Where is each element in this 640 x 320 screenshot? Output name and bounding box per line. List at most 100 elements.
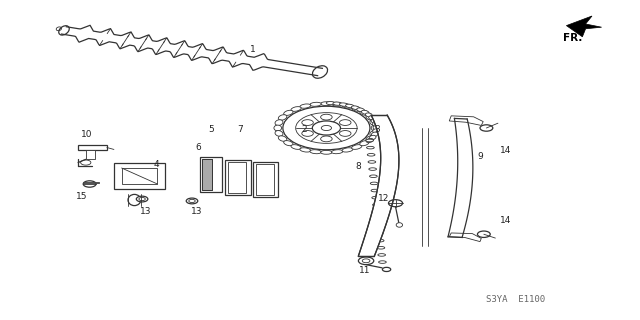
Ellipse shape bbox=[372, 129, 379, 133]
Ellipse shape bbox=[360, 110, 369, 116]
Ellipse shape bbox=[284, 140, 293, 146]
Polygon shape bbox=[449, 116, 483, 125]
Bar bbox=[200, 157, 222, 192]
Ellipse shape bbox=[275, 131, 283, 136]
Circle shape bbox=[312, 121, 340, 135]
Ellipse shape bbox=[367, 146, 374, 149]
Ellipse shape bbox=[333, 102, 342, 105]
Ellipse shape bbox=[369, 175, 377, 178]
Ellipse shape bbox=[370, 120, 378, 125]
Ellipse shape bbox=[373, 125, 380, 130]
Bar bbox=[256, 164, 274, 195]
Ellipse shape bbox=[351, 107, 362, 111]
Bar bbox=[114, 163, 165, 189]
Text: 1: 1 bbox=[250, 45, 255, 54]
Ellipse shape bbox=[379, 261, 387, 263]
Circle shape bbox=[321, 125, 332, 131]
Ellipse shape bbox=[300, 148, 311, 152]
Ellipse shape bbox=[321, 102, 332, 106]
Text: 10: 10 bbox=[81, 130, 92, 139]
Ellipse shape bbox=[342, 104, 353, 108]
Ellipse shape bbox=[284, 110, 293, 116]
Ellipse shape bbox=[369, 135, 376, 140]
Circle shape bbox=[321, 114, 332, 120]
Circle shape bbox=[477, 231, 490, 237]
Polygon shape bbox=[566, 16, 602, 37]
Text: 13: 13 bbox=[191, 207, 203, 216]
Ellipse shape bbox=[351, 145, 362, 149]
Ellipse shape bbox=[368, 161, 376, 163]
Text: 5: 5 bbox=[209, 125, 214, 134]
Ellipse shape bbox=[371, 189, 379, 192]
Bar bbox=[86, 150, 95, 159]
Text: 7: 7 bbox=[237, 125, 243, 134]
Bar bbox=[122, 168, 157, 184]
Ellipse shape bbox=[274, 125, 282, 131]
Ellipse shape bbox=[310, 102, 321, 106]
Circle shape bbox=[339, 131, 351, 136]
Ellipse shape bbox=[312, 66, 328, 78]
Ellipse shape bbox=[383, 268, 390, 271]
Ellipse shape bbox=[373, 211, 381, 213]
Ellipse shape bbox=[291, 107, 301, 111]
Text: 2: 2 bbox=[301, 125, 307, 134]
Ellipse shape bbox=[376, 239, 384, 242]
Ellipse shape bbox=[360, 140, 369, 146]
Ellipse shape bbox=[346, 104, 354, 108]
Ellipse shape bbox=[275, 120, 283, 125]
Bar bbox=[202, 159, 212, 190]
Text: 6: 6 bbox=[196, 143, 201, 152]
Ellipse shape bbox=[362, 110, 369, 114]
Circle shape bbox=[358, 257, 374, 265]
Bar bbox=[228, 162, 246, 193]
Text: 3: 3 bbox=[375, 125, 380, 134]
Circle shape bbox=[302, 120, 314, 125]
Polygon shape bbox=[449, 233, 481, 242]
Text: 13: 13 bbox=[140, 207, 152, 216]
Bar bbox=[78, 145, 107, 150]
Text: 14: 14 bbox=[500, 216, 511, 225]
Text: 9: 9 bbox=[477, 152, 483, 161]
Ellipse shape bbox=[376, 232, 383, 235]
Circle shape bbox=[81, 160, 91, 165]
Ellipse shape bbox=[366, 136, 374, 141]
Ellipse shape bbox=[332, 150, 343, 154]
Ellipse shape bbox=[372, 122, 379, 127]
Ellipse shape bbox=[339, 103, 348, 106]
Ellipse shape bbox=[371, 132, 378, 137]
Circle shape bbox=[480, 125, 493, 131]
Ellipse shape bbox=[326, 101, 335, 105]
Ellipse shape bbox=[378, 254, 385, 256]
Ellipse shape bbox=[321, 150, 332, 154]
Circle shape bbox=[83, 181, 96, 187]
Text: 4: 4 bbox=[154, 160, 159, 169]
Ellipse shape bbox=[59, 26, 69, 35]
Circle shape bbox=[321, 136, 332, 142]
Circle shape bbox=[136, 196, 148, 202]
Ellipse shape bbox=[365, 113, 372, 117]
Ellipse shape bbox=[128, 195, 141, 206]
Text: 14: 14 bbox=[500, 146, 511, 155]
Circle shape bbox=[186, 198, 198, 204]
Text: 15: 15 bbox=[76, 192, 88, 201]
Ellipse shape bbox=[371, 125, 379, 131]
Ellipse shape bbox=[351, 106, 360, 109]
Ellipse shape bbox=[310, 150, 321, 154]
Ellipse shape bbox=[342, 148, 353, 152]
Ellipse shape bbox=[374, 218, 381, 220]
Ellipse shape bbox=[367, 154, 375, 156]
Bar bbox=[202, 159, 212, 190]
Ellipse shape bbox=[372, 196, 380, 199]
Ellipse shape bbox=[375, 225, 383, 228]
Ellipse shape bbox=[291, 145, 301, 149]
Ellipse shape bbox=[332, 102, 343, 106]
Ellipse shape bbox=[278, 136, 287, 141]
Text: 12: 12 bbox=[378, 194, 390, 203]
Ellipse shape bbox=[369, 168, 376, 170]
Ellipse shape bbox=[366, 138, 373, 143]
Text: 11: 11 bbox=[359, 266, 371, 275]
Polygon shape bbox=[358, 115, 399, 256]
Polygon shape bbox=[83, 182, 99, 183]
Ellipse shape bbox=[366, 115, 374, 120]
Text: S3YA  E1100: S3YA E1100 bbox=[486, 295, 545, 304]
